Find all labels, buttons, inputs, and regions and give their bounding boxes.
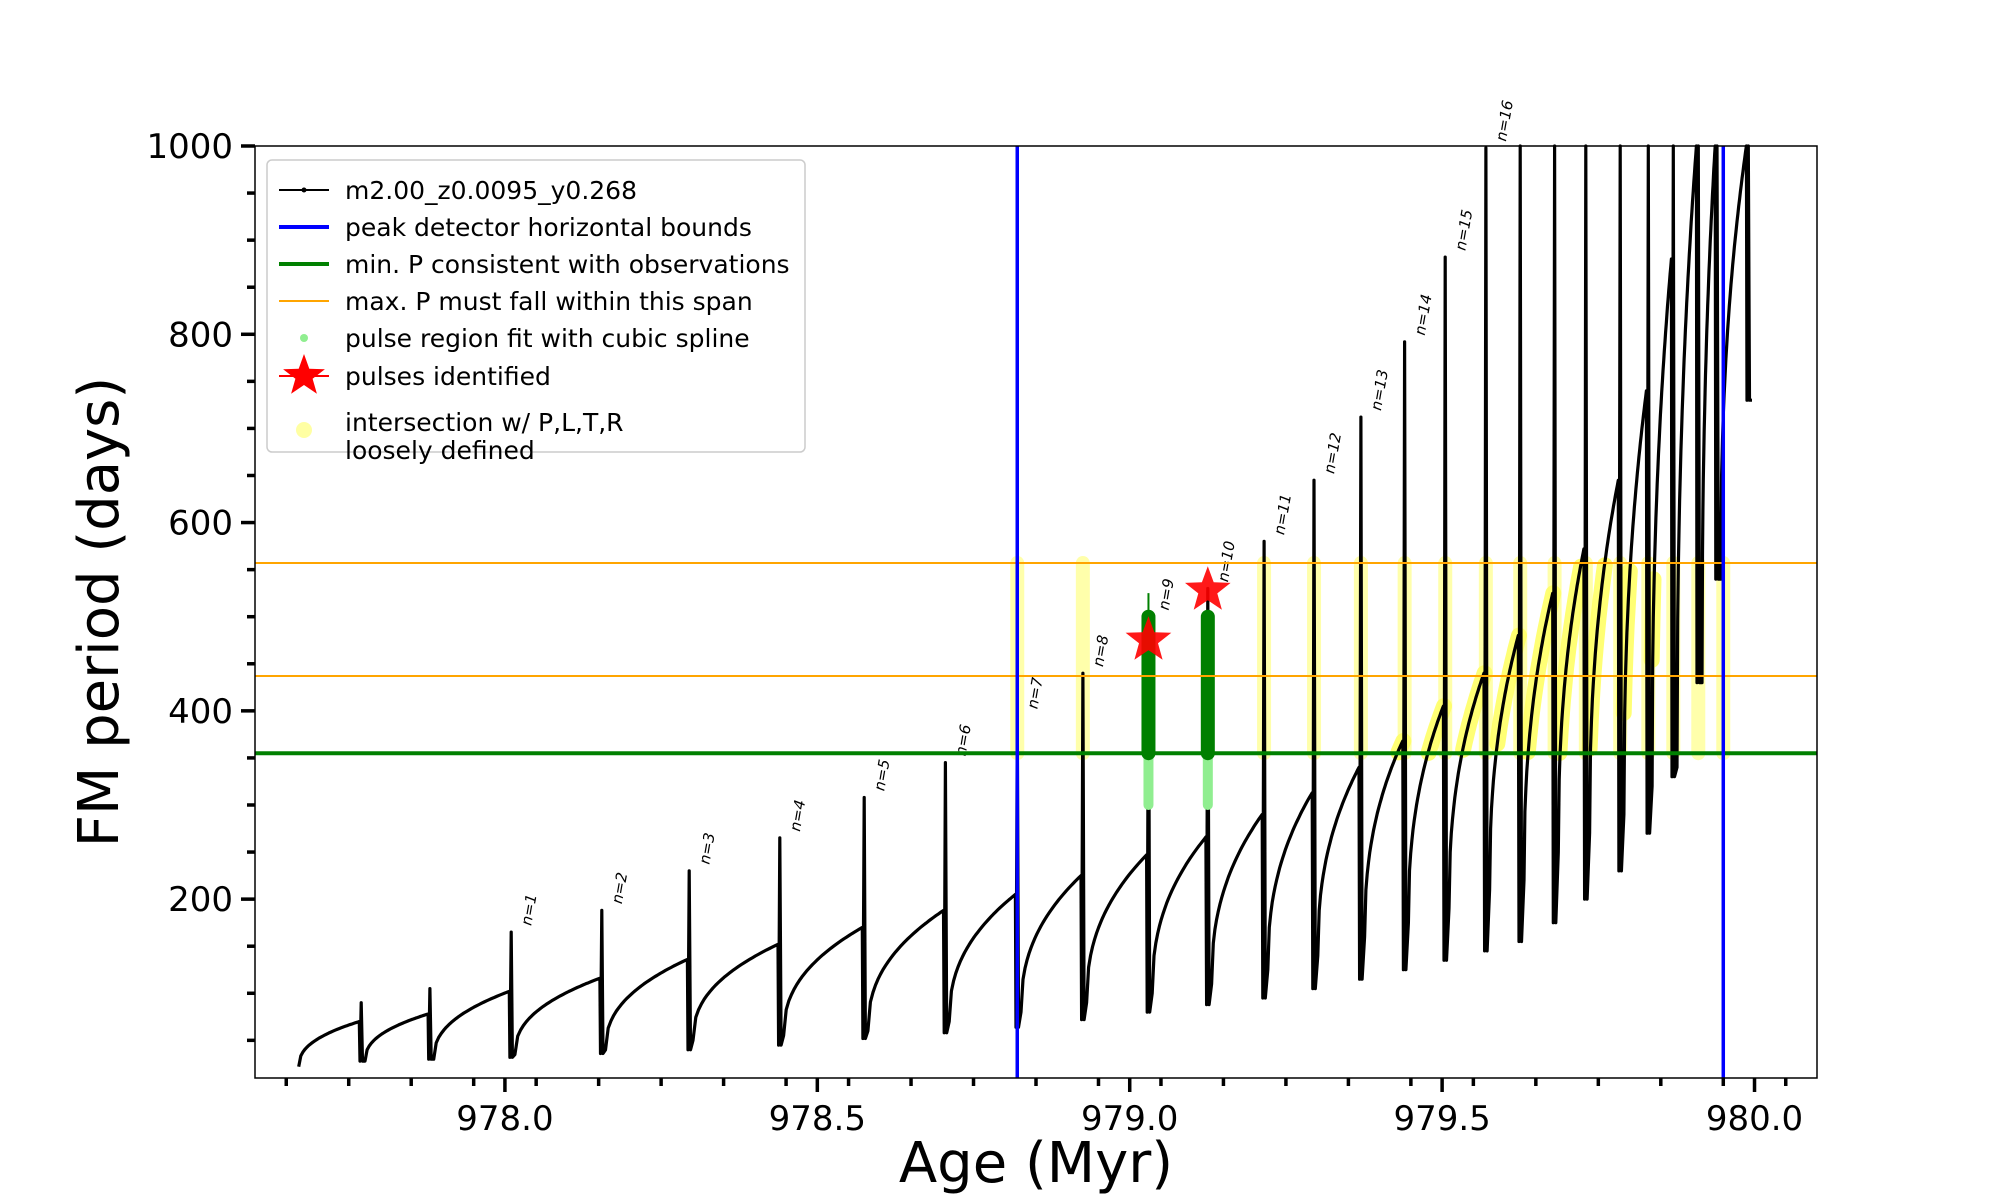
pulse-label: n=16 <box>1492 99 1517 143</box>
identified-pulse-star <box>1185 566 1231 610</box>
y-tick-label: 400 <box>168 692 233 732</box>
y-tick-label: 1000 <box>146 127 233 167</box>
pulse-label: n=1 <box>517 893 540 927</box>
x-tick-label: 978.5 <box>769 1099 866 1139</box>
legend-swatch-star <box>283 354 325 394</box>
axes: 978.0 978.5 979.0 979.5 980.0 200 400 600 800 100… <box>146 127 1803 1139</box>
legend-swatch-track-marker <box>301 187 307 193</box>
pulse-label: n=7 <box>1023 676 1046 711</box>
pulse-label: n=4 <box>786 798 809 832</box>
pulse-label: n=8 <box>1089 634 1112 668</box>
legend-swatch-dot <box>296 422 312 438</box>
y-tick-label: 800 <box>168 315 233 355</box>
y-tick-label: 600 <box>168 504 233 544</box>
pulse-label: n=6 <box>952 723 975 757</box>
legend-label: loosely defined <box>345 436 535 465</box>
x-tick-label: 979.0 <box>1081 1099 1178 1139</box>
legend-label: max. P must fall within this span <box>345 287 753 316</box>
x-tick-label: 979.5 <box>1393 1099 1490 1139</box>
legend-label: pulses identified <box>345 362 551 391</box>
legend-label: min. P consistent with observations <box>345 250 790 279</box>
x-tick-label: 980.0 <box>1706 1099 1803 1139</box>
data-layer: n=1n=2n=3n=4n=5n=6n=7n=8n=9n=10n=11n=12n… <box>255 99 1817 1078</box>
y-axis-label: FM period (days) <box>67 377 132 847</box>
x-tick-label: 978.0 <box>456 1099 553 1139</box>
legend-label: peak detector horizontal bounds <box>345 213 752 242</box>
legend-label: m2.00_z0.0095_y0.268 <box>345 176 637 205</box>
legend-label: pulse region fit with cubic spline <box>345 324 750 353</box>
y-tick-label: 200 <box>168 880 233 920</box>
identified-pulse-star <box>1125 616 1172 660</box>
pulse-label: n=2 <box>608 871 631 905</box>
legend-swatch-dot <box>300 334 308 342</box>
pulse-label: n=9 <box>1155 577 1178 611</box>
pulse-label: n=3 <box>695 831 718 865</box>
pulse-label: n=5 <box>870 758 893 792</box>
legend-label: intersection w/ P,L,T,R <box>345 408 624 437</box>
x-axis-label: Age (Myr) <box>899 1131 1173 1196</box>
evolutionary-track <box>297 144 1752 1068</box>
legend-box <box>266 159 806 453</box>
